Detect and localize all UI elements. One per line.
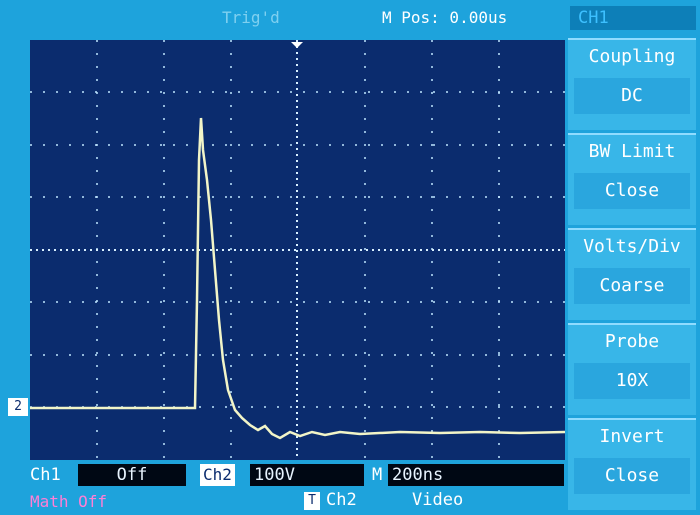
menu-label: Coupling xyxy=(588,46,676,67)
time-label: M xyxy=(372,465,383,485)
waveform xyxy=(30,117,566,440)
menu-value: Close xyxy=(574,173,690,209)
trigger-position xyxy=(291,42,303,48)
menu-value: Coarse xyxy=(574,268,690,304)
ch2-label: Ch2 xyxy=(200,464,235,486)
menu-label: Probe xyxy=(604,331,660,352)
menu-value: Close xyxy=(574,458,690,494)
channel-marker: 2 xyxy=(8,398,28,416)
ch1-value: Off xyxy=(78,464,186,486)
menu-value: DC xyxy=(574,78,690,114)
menu-item[interactable]: Coupling DC xyxy=(568,38,696,130)
graticule-center xyxy=(30,40,565,460)
menu-value: 10X xyxy=(574,363,690,399)
channel-tab: CH1 xyxy=(570,6,696,30)
trigger-mode: Video xyxy=(412,490,464,510)
menu-label: Invert xyxy=(599,426,665,447)
trigger-source: Ch2 xyxy=(326,490,357,510)
trigger-status: Trig'd xyxy=(222,8,280,27)
menu-item[interactable]: BW Limit Close xyxy=(568,133,696,225)
ch1-label: Ch1 xyxy=(30,465,61,485)
menu-item[interactable]: Invert Close xyxy=(568,418,696,510)
menu-item[interactable]: Probe 10X xyxy=(568,323,696,415)
menu-item[interactable]: Volts/Div Coarse xyxy=(568,228,696,320)
waveform-display xyxy=(30,40,566,460)
menu-label: BW Limit xyxy=(588,141,676,162)
m-pos: M Pos: 0.00us xyxy=(382,8,508,27)
ch2-value: 100V xyxy=(250,464,364,486)
trigger-icon: T xyxy=(304,492,320,510)
math-status: Math Off xyxy=(30,492,108,511)
time-value: 200ns xyxy=(388,464,564,486)
menu-label: Volts/Div xyxy=(583,236,681,257)
